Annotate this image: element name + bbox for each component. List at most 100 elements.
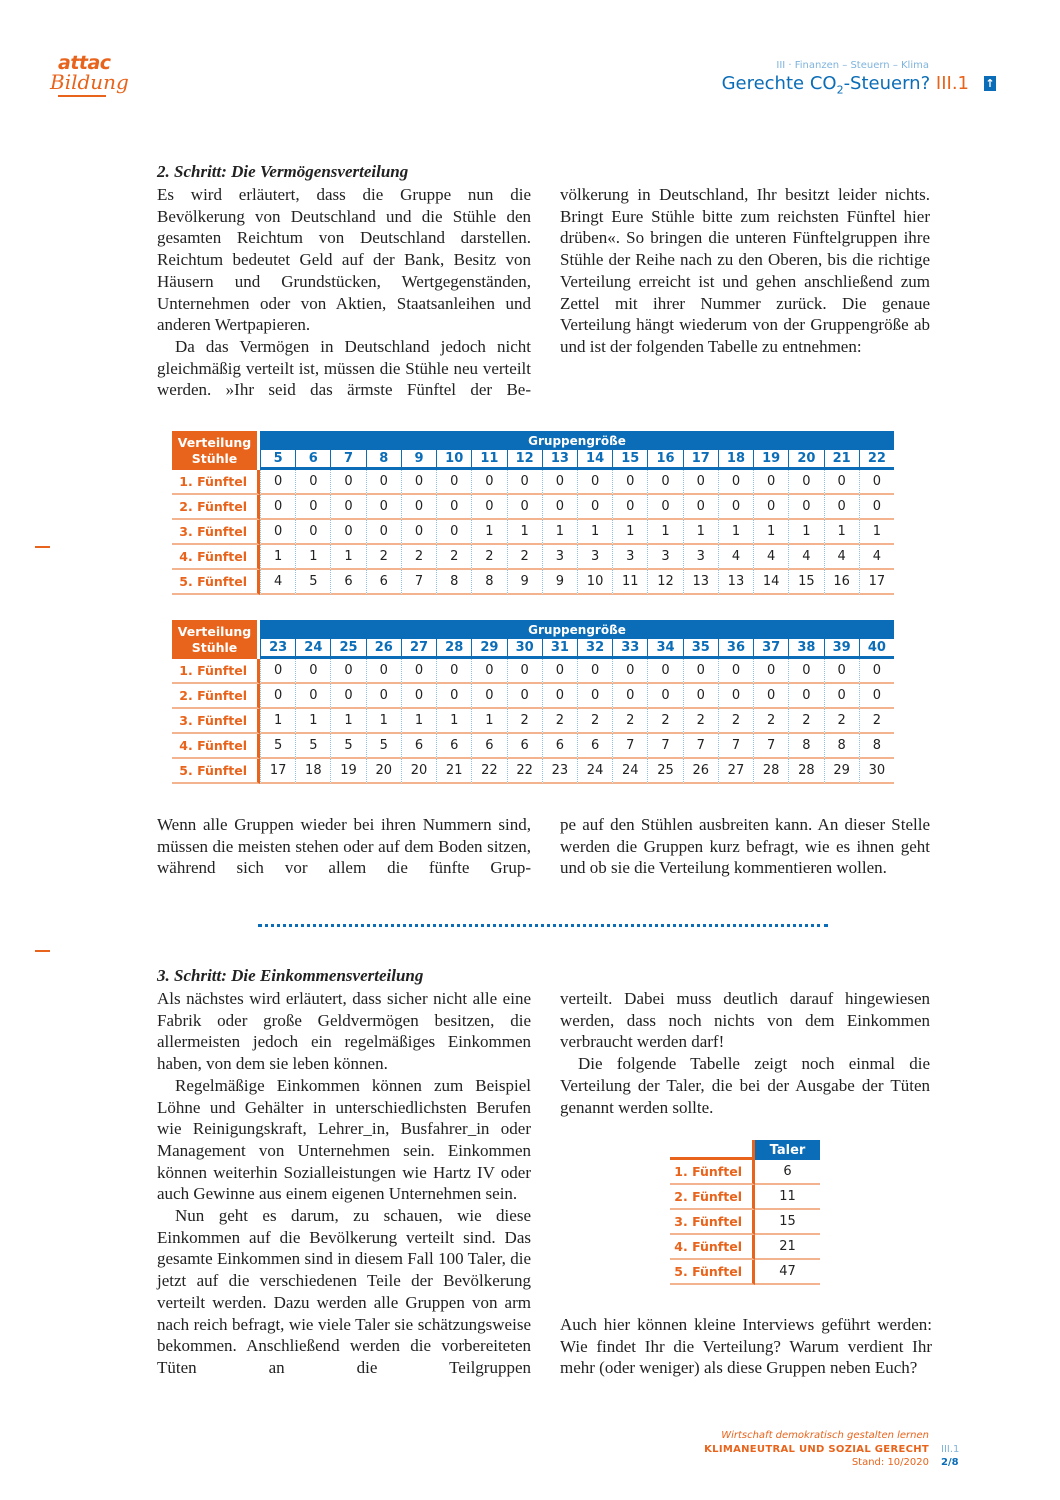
cell: 5 (365, 734, 401, 759)
group-size: 25 (330, 639, 366, 659)
row-label: 4. Fünftel (172, 734, 260, 759)
cell: 0 (365, 684, 401, 709)
cell: 4 (858, 545, 894, 570)
group-size: 20 (788, 450, 824, 470)
cell: 2 (788, 709, 824, 734)
cell: 1 (788, 520, 824, 545)
cell: 0 (295, 520, 331, 545)
section-heading: 2. Schritt: Die Vermögensverteilung (157, 162, 409, 181)
margin-mark (35, 950, 50, 952)
paragraph: Nun geht es darum, zu schauen, wie diese… (157, 1206, 531, 1377)
cell: 0 (647, 495, 683, 520)
cell: 1 (471, 709, 507, 734)
cell: 0 (612, 470, 648, 495)
cell: 0 (400, 684, 437, 709)
group-size: 9 (400, 450, 437, 470)
cell: 0 (612, 659, 648, 684)
cell: 0 (471, 684, 507, 709)
cell: 22 (506, 759, 542, 784)
logo: attac (58, 52, 111, 74)
taler-header: Taler (755, 1140, 820, 1160)
table-row: 5. Fünftel 17 18 19 20 20 21 22 22 23 24 24 25 26 27 28… (172, 759, 894, 784)
cell: 0 (436, 495, 472, 520)
group-size: 5 (260, 450, 296, 470)
logo-subtitle: Bildung (50, 70, 129, 94)
taler-value: 47 (755, 1260, 820, 1285)
paragraph: Es wird erläutert, dass die Gruppe nun d… (157, 185, 531, 335)
table-row: 3. Fünftel 15 (670, 1210, 820, 1235)
group-size: 12 (506, 450, 542, 470)
cell: 10 (576, 570, 613, 595)
cell: 0 (647, 470, 683, 495)
cell: 28 (753, 759, 789, 784)
group-size: 30 (506, 639, 542, 659)
arrow-up-icon[interactable]: ↑ (984, 76, 996, 91)
cell: 8 (823, 734, 859, 759)
after-tables-left: Wenn alle Gruppen wieder bei ihren Numme… (157, 814, 531, 879)
group-size: 32 (576, 639, 613, 659)
cell: 0 (260, 659, 296, 684)
cell: 6 (330, 570, 366, 595)
cell: 1 (541, 520, 577, 545)
group-size: 40 (858, 639, 894, 659)
group-size: 13 (541, 450, 577, 470)
row-label: 3. Fünftel (670, 1210, 755, 1235)
group-size: 14 (576, 450, 613, 470)
row-label: 1. Fünftel (670, 1160, 755, 1185)
group-size: 17 (682, 450, 718, 470)
cell: 0 (823, 495, 859, 520)
cell: 8 (858, 734, 894, 759)
group-size: 38 (788, 639, 824, 659)
breadcrumb: III · Finanzen – Steuern – Klima (776, 60, 929, 71)
taler-value: 21 (755, 1235, 820, 1260)
cell: 8 (436, 570, 472, 595)
cell: 1 (823, 520, 859, 545)
taler-value: 11 (755, 1185, 820, 1210)
group-size: 28 (436, 639, 472, 659)
logo-underline (58, 95, 106, 97)
cell: 1 (295, 545, 331, 570)
section3-right: verteilt. Dabei muss deutlich darauf hin… (560, 988, 930, 1118)
cell: 0 (330, 495, 366, 520)
cell: 6 (365, 570, 401, 595)
footer-date: Stand: 10/2020 (851, 1457, 929, 1468)
cell: 24 (576, 759, 613, 784)
cell: 13 (682, 570, 718, 595)
cell: 6 (436, 734, 472, 759)
cell: 7 (400, 570, 437, 595)
section3-closing: Auch hier können kleine Interviews gefüh… (560, 1314, 932, 1379)
cell: 0 (295, 470, 331, 495)
section3-left: Als nächstes wird erläutert, dass sicher… (157, 988, 531, 1379)
row-label: 5. Fünftel (670, 1260, 755, 1285)
row-label: 5. Fünftel (172, 759, 260, 784)
cell: 0 (788, 495, 824, 520)
cell: 1 (717, 520, 754, 545)
cell: 2 (576, 709, 613, 734)
group-size-header: Gruppengröße (260, 620, 894, 639)
cell: 20 (400, 759, 437, 784)
group-size: 8 (365, 450, 401, 470)
cell: 21 (436, 759, 472, 784)
row-label: 2. Fünftel (670, 1185, 755, 1210)
row-label: 1. Fünftel (172, 659, 260, 684)
corner-header: Verteilung Stühle (172, 431, 260, 470)
cell: 0 (471, 659, 507, 684)
cell: 4 (753, 545, 789, 570)
cell: 2 (612, 709, 648, 734)
group-size: 36 (717, 639, 754, 659)
paragraph: pe auf den Stühlen ausbreiten kann. An d… (560, 815, 930, 878)
cell: 0 (717, 495, 754, 520)
cell: 0 (400, 659, 437, 684)
title-sub: 2 (836, 83, 844, 97)
cell: 1 (647, 520, 683, 545)
cell: 0 (330, 520, 366, 545)
row-label: 1. Fünftel (172, 470, 260, 495)
cell: 9 (541, 570, 577, 595)
group-size: 11 (471, 450, 507, 470)
cell: 6 (576, 734, 613, 759)
table-row: 1. Fünftel 0 0 0 0 0 0 0 0 0 0 0 0 0 0 0 0 0 0 (172, 470, 894, 495)
title-number: III.1 (935, 73, 969, 94)
cell: 0 (365, 520, 401, 545)
cell: 1 (260, 709, 296, 734)
cell: 7 (647, 734, 683, 759)
